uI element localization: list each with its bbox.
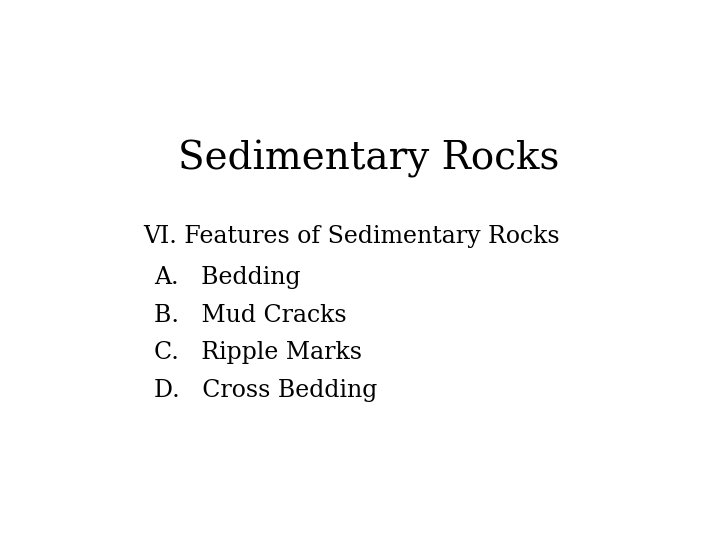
Text: Sedimentary Rocks: Sedimentary Rocks [179,140,559,178]
Text: D.   Cross Bedding: D. Cross Bedding [154,379,377,402]
Text: C.   Ripple Marks: C. Ripple Marks [154,341,362,365]
Text: A.   Bedding: A. Bedding [154,266,301,289]
Text: B.   Mud Cracks: B. Mud Cracks [154,304,347,327]
Text: VI. Features of Sedimentary Rocks: VI. Features of Sedimentary Rocks [143,225,559,248]
